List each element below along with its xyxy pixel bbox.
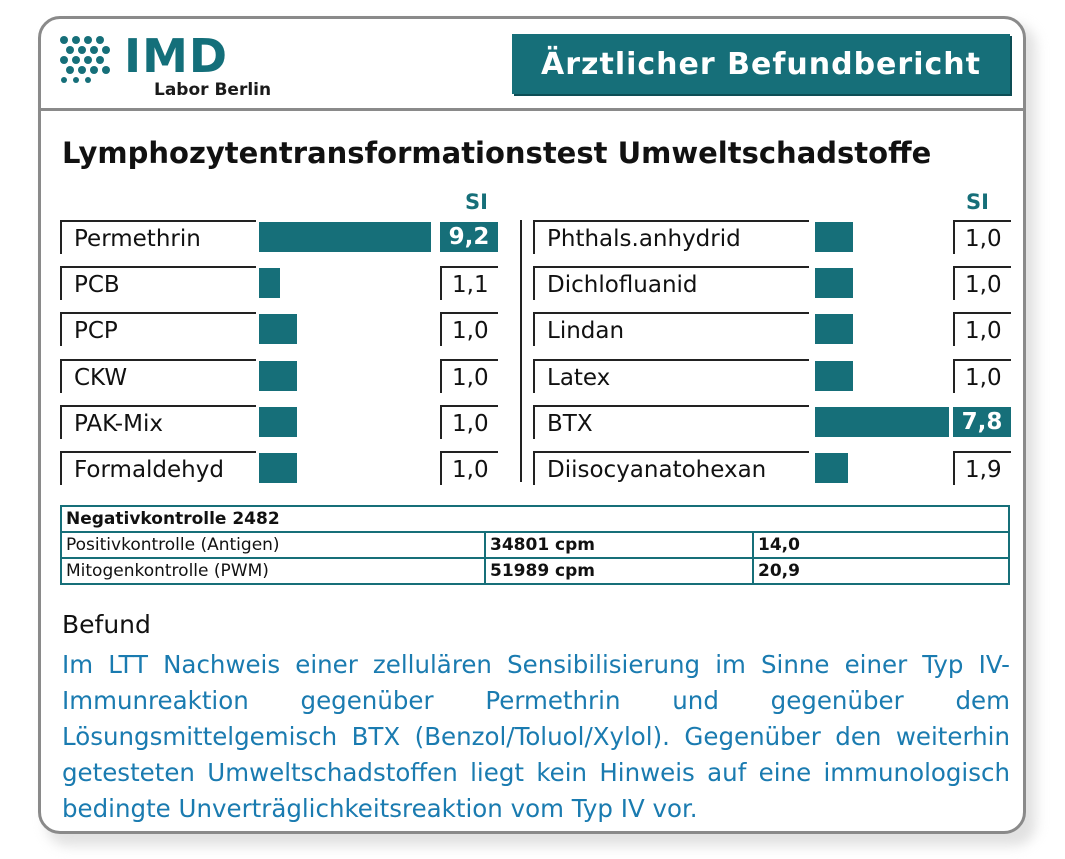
- si-bar: [259, 453, 297, 483]
- logo-dots-icon: [60, 36, 110, 83]
- substance-label: Formaldehyd: [60, 451, 256, 485]
- table-row: Positivkontrolle (Antigen) 34801 cpm 14,…: [60, 531, 1010, 559]
- si-bar: [815, 268, 853, 298]
- substance-label: BTX: [533, 405, 809, 439]
- header-divider: [38, 108, 1026, 111]
- control-cpm: 34801 cpm: [484, 531, 754, 559]
- befund-label: Befund: [62, 610, 151, 639]
- substance-label: Phthals.anhydrid: [533, 220, 809, 254]
- control-name: Positivkontrolle (Antigen): [60, 531, 486, 559]
- si-bar: [259, 222, 431, 252]
- substance-label: Lindan: [533, 312, 809, 346]
- si-value: 1,0: [953, 359, 1011, 393]
- controls-table: Negativkontrolle 2482 Positivkontrolle (…: [60, 505, 1010, 585]
- si-bar: [259, 407, 297, 437]
- si-bar: [815, 453, 848, 483]
- substance-label: PAK-Mix: [60, 405, 256, 439]
- substance-label: CKW: [60, 359, 256, 393]
- si-bar: [259, 361, 297, 391]
- negative-control: Negativkontrolle 2482: [60, 505, 1010, 533]
- si-value: 1,0: [440, 312, 498, 346]
- report-title: Ärztlicher Befundbericht: [512, 34, 1010, 94]
- si-value: 1,0: [953, 220, 1011, 254]
- control-si: 14,0: [752, 531, 1010, 559]
- si-value: 1,0: [953, 312, 1011, 346]
- substance-label: Dichlofluanid: [533, 266, 809, 300]
- si-value: 9,2: [440, 222, 498, 252]
- column-divider: [520, 220, 522, 482]
- si-value: 1,0: [953, 266, 1011, 300]
- si-header-left: SI: [465, 190, 488, 214]
- table-row: Negativkontrolle 2482: [60, 505, 1010, 533]
- control-si: 20,9: [752, 557, 1010, 585]
- si-value: 1,0: [440, 359, 498, 393]
- si-value: 7,8: [953, 407, 1011, 437]
- befund-text: Im LTT Nachweis einer zellulären Sensibi…: [62, 650, 1010, 823]
- substance-label: Permethrin: [60, 220, 256, 254]
- substance-label: PCP: [60, 312, 256, 346]
- si-bar: [815, 222, 853, 252]
- si-value: 1,0: [440, 405, 498, 439]
- table-row: Mitogenkontrolle (PWM) 51989 cpm 20,9: [60, 557, 1010, 585]
- si-bar: [815, 361, 853, 391]
- si-bar: [259, 268, 280, 298]
- si-bar: [259, 314, 297, 344]
- section-title: Lymphozytentransformationstest Umweltsch…: [62, 136, 932, 170]
- substance-label: Latex: [533, 359, 809, 393]
- substance-label: Diisocyanatohexan: [533, 451, 809, 485]
- si-bar: [815, 407, 949, 437]
- si-value: 1,0: [440, 451, 498, 485]
- logo-wordmark: IMD: [124, 29, 229, 83]
- control-cpm: 51989 cpm: [484, 557, 754, 585]
- control-name: Mitogenkontrolle (PWM): [60, 557, 486, 585]
- si-value: 1,9: [953, 451, 1011, 485]
- si-bar: [815, 314, 853, 344]
- si-value: 1,1: [440, 266, 498, 300]
- substance-label: PCB: [60, 266, 256, 300]
- logo-subtitle: Labor Berlin: [154, 80, 272, 100]
- si-header-right: SI: [966, 190, 989, 214]
